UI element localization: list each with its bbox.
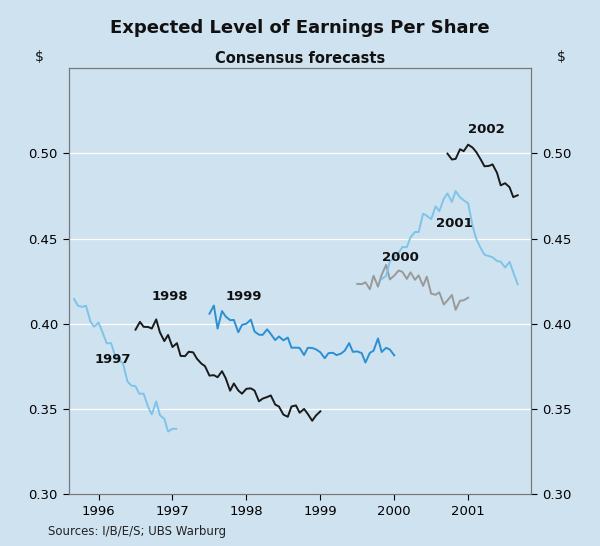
Text: 2001: 2001 [436,217,472,230]
Text: Sources: I/B/E/S; UBS Warburg: Sources: I/B/E/S; UBS Warburg [48,525,226,538]
Text: $: $ [35,50,43,64]
Text: 1997: 1997 [95,353,131,366]
Title: Consensus forecasts: Consensus forecasts [215,51,385,66]
Text: $: $ [557,50,565,64]
Text: 2002: 2002 [468,123,505,136]
Text: Expected Level of Earnings Per Share: Expected Level of Earnings Per Share [110,19,490,37]
Text: 1998: 1998 [152,290,188,304]
Text: 1999: 1999 [226,290,262,304]
Text: 2000: 2000 [382,251,419,264]
